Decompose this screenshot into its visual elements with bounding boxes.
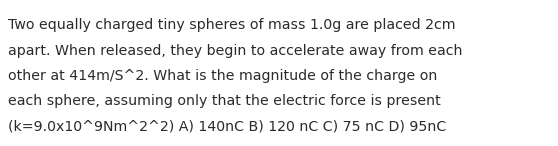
Text: Two equally charged tiny spheres of mass 1.0g are placed 2cm: Two equally charged tiny spheres of mass… [8, 18, 455, 32]
Text: each sphere, assuming only that the electric force is present: each sphere, assuming only that the elec… [8, 94, 441, 108]
Text: other at 414m/S^2. What is the magnitude of the charge on: other at 414m/S^2. What is the magnitude… [8, 69, 437, 83]
Text: (k=9.0x10^9Nm^2^2) A) 140nC B) 120 nC C) 75 nC D) 95nC: (k=9.0x10^9Nm^2^2) A) 140nC B) 120 nC C)… [8, 120, 446, 134]
Text: apart. When released, they begin to accelerate away from each: apart. When released, they begin to acce… [8, 44, 463, 58]
